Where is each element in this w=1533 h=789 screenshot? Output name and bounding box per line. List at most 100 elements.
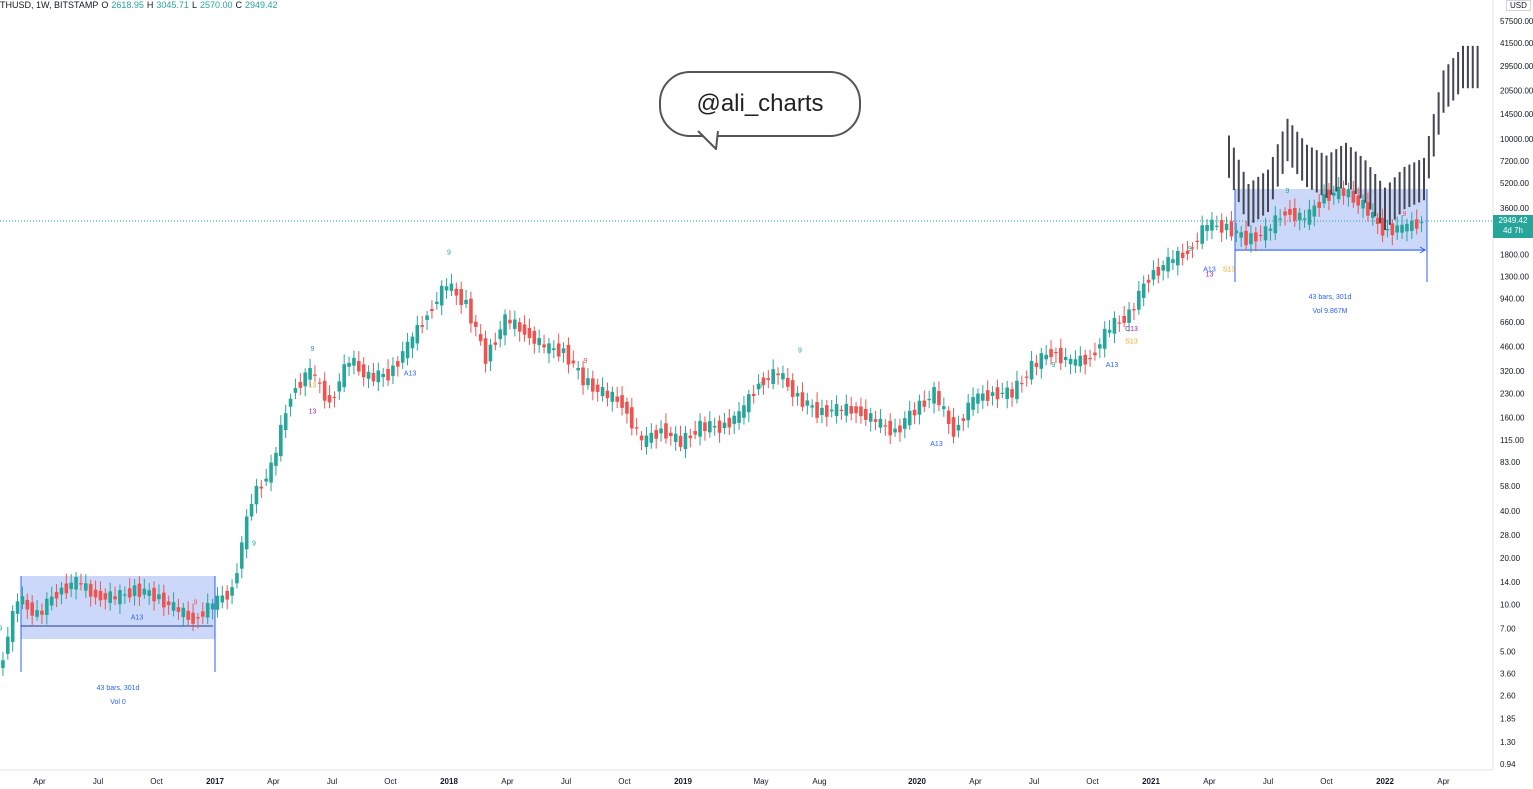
- candle-body: [74, 576, 78, 590]
- candle-body: [932, 387, 936, 404]
- candle-body: [98, 590, 103, 601]
- candle-body: [625, 401, 629, 414]
- candle-body: [444, 286, 449, 291]
- candle-body: [1063, 357, 1068, 361]
- price-tick-label: 230.00: [1500, 389, 1525, 398]
- price-tick-label: 57500.00: [1500, 17, 1533, 26]
- price-tick-label: 460.00: [1500, 343, 1525, 352]
- price-tick-label: 14500.00: [1500, 110, 1533, 119]
- bubble-tail-icon: [697, 130, 719, 150]
- candle-body: [162, 592, 166, 608]
- price-tick-label: 20.00: [1500, 554, 1521, 563]
- candle-body: [84, 583, 88, 591]
- price-tick-label: 0.94: [1500, 760, 1516, 769]
- candle-body: [1263, 226, 1268, 241]
- projection-group: [1228, 45, 1479, 231]
- candle-body: [756, 383, 761, 390]
- candle-body: [1405, 223, 1409, 232]
- range-2-bars-label: 43 bars, 301d: [1309, 294, 1352, 301]
- candle-body: [1268, 228, 1273, 231]
- candle-body: [396, 361, 400, 367]
- td-marker-label: A13: [930, 441, 943, 448]
- candle-body: [1132, 309, 1136, 311]
- td-marker-label: 9: [194, 600, 198, 607]
- price-tick-label: 3600.00: [1500, 204, 1529, 213]
- candle-body: [810, 405, 814, 408]
- watermark-bubble: @ali_charts: [659, 71, 861, 137]
- td-marker-label: A13: [1203, 267, 1216, 274]
- candle-body: [1414, 219, 1419, 229]
- candle-body: [1346, 189, 1351, 198]
- candle-body: [605, 390, 610, 399]
- candle-body: [615, 396, 619, 402]
- candle-body: [313, 374, 317, 376]
- high-key: H: [146, 0, 154, 10]
- candle-body: [1356, 195, 1360, 206]
- candle-body: [259, 486, 264, 489]
- candle-body: [376, 370, 381, 383]
- candle-body: [1400, 224, 1404, 233]
- candle-body: [634, 427, 639, 429]
- candle-body: [966, 402, 970, 421]
- candle-body: [873, 419, 878, 422]
- candle-body: [205, 602, 210, 618]
- candle-body: [1171, 259, 1175, 263]
- time-tick-label: Oct: [384, 777, 397, 786]
- time-tick-label: 2017: [206, 777, 224, 786]
- candle-body: [1029, 360, 1034, 380]
- candle-body: [1293, 207, 1297, 221]
- candle-body: [727, 417, 732, 428]
- candle-body: [985, 390, 990, 401]
- time-tick-label: Jul: [327, 777, 337, 786]
- price-tick-label: 1.30: [1500, 738, 1516, 747]
- candle-body: [123, 594, 127, 596]
- candle-body: [342, 364, 346, 388]
- candle-body: [1117, 322, 1122, 324]
- candle-body: [1185, 250, 1190, 255]
- candle-body: [1302, 218, 1307, 220]
- candle-body: [1341, 187, 1346, 196]
- candle-body: [576, 367, 580, 371]
- time-tick-label: May: [753, 777, 768, 786]
- time-tick-label: Aug: [812, 777, 826, 786]
- range-2-vol-label: Vol 9.867M: [1312, 308, 1347, 315]
- candle-body: [108, 591, 112, 603]
- price-axis-ticks: 57500.00 41500.00 29500.00 20500.00 14500.00…: [1500, 17, 1533, 769]
- price-tick-label: 58.00: [1500, 482, 1521, 491]
- currency-label[interactable]: USD: [1506, 0, 1531, 11]
- candle-body: [864, 408, 868, 420]
- candle-body: [420, 325, 424, 327]
- candle-body: [839, 409, 844, 411]
- candle-body: [469, 298, 473, 324]
- candle-body: [849, 406, 853, 414]
- candle-body: [1073, 359, 1078, 366]
- candle-body: [186, 610, 190, 620]
- candle-body: [386, 368, 390, 381]
- time-tick-label: 2020: [908, 777, 926, 786]
- td-marker-label: 13: [309, 409, 317, 416]
- time-tick-label: Oct: [1086, 777, 1099, 786]
- candle-body: [1190, 247, 1195, 249]
- candle-body: [181, 607, 186, 618]
- price-tick-label: 160.00: [1500, 414, 1525, 423]
- candle-body: [795, 393, 800, 397]
- td-marker-label: A13: [131, 615, 144, 622]
- range-box-1[interactable]: [21, 576, 215, 639]
- td-marker-label: 9: [1286, 188, 1290, 195]
- candle-body: [537, 338, 541, 346]
- candle-body: [483, 338, 488, 364]
- candle-body: [888, 420, 892, 436]
- candle-body: [230, 587, 234, 596]
- candle-body: [20, 596, 25, 605]
- td-marker-label: 9: [447, 250, 451, 257]
- price-tick-label: 20500.00: [1500, 87, 1533, 96]
- candle-body: [152, 587, 156, 602]
- candle-body: [381, 373, 385, 378]
- low-key: L: [191, 0, 197, 10]
- candle-body: [1059, 347, 1063, 364]
- candle-body: [59, 587, 64, 595]
- candle-body: [1327, 189, 1331, 201]
- candle-body: [556, 343, 561, 357]
- candle-body: [654, 430, 658, 439]
